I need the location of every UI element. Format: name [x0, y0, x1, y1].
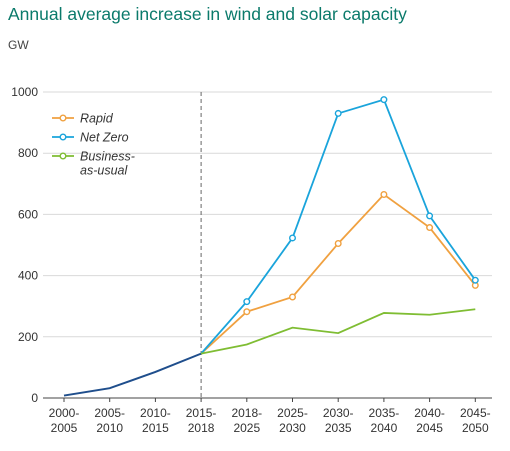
x-tick-label: 2030-2035: [323, 406, 354, 435]
data-point-net-zero: [289, 234, 297, 242]
x-tick-label: 2025-2030: [277, 406, 308, 435]
data-point-rapid: [334, 239, 342, 247]
y-axis-unit: GW: [8, 38, 29, 52]
y-tick-label: 600: [18, 207, 38, 221]
x-tick-label: 2015-2018: [186, 406, 217, 435]
data-point-rapid: [289, 293, 297, 301]
chart-title: Annual average increase in wind and sola…: [8, 4, 407, 24]
y-tick-label: 1000: [11, 85, 38, 99]
y-tick-label: 200: [18, 330, 38, 344]
legend-swatch-marker: [59, 114, 67, 122]
data-point-net-zero: [471, 276, 479, 284]
historical-line: [63, 352, 202, 397]
legend-label: Business-as-usual: [80, 150, 135, 178]
x-tick-label: 2005-2010: [94, 406, 125, 435]
legend-swatch-marker: [59, 152, 67, 160]
y-tick-label: 400: [18, 269, 38, 283]
x-tick-label: 2018-2025: [231, 406, 262, 435]
x-tick-label: 2045-2050: [460, 406, 491, 435]
data-point-net-zero: [243, 298, 251, 306]
y-tick-label: 800: [18, 146, 38, 160]
legend-swatch-marker: [59, 133, 67, 141]
data-point-net-zero: [334, 109, 342, 117]
data-point-rapid: [243, 308, 251, 316]
series-line-rapid: [200, 193, 477, 355]
data-point-rapid: [426, 224, 434, 232]
x-tick-label: 2040-2045: [414, 406, 445, 435]
legend-label: Net Zero: [80, 131, 129, 145]
data-point-net-zero: [380, 96, 388, 104]
x-tick-label: 2000-2005: [49, 406, 80, 435]
legend-label: Rapid: [80, 112, 114, 126]
data-point-rapid: [380, 191, 388, 199]
x-tick-label: 2010-2015: [140, 406, 171, 435]
y-tick-label: 0: [31, 391, 38, 405]
x-tick-label: 2035-2040: [369, 406, 400, 435]
series-line-business-as-usual: [200, 308, 476, 355]
data-point-net-zero: [426, 212, 434, 220]
